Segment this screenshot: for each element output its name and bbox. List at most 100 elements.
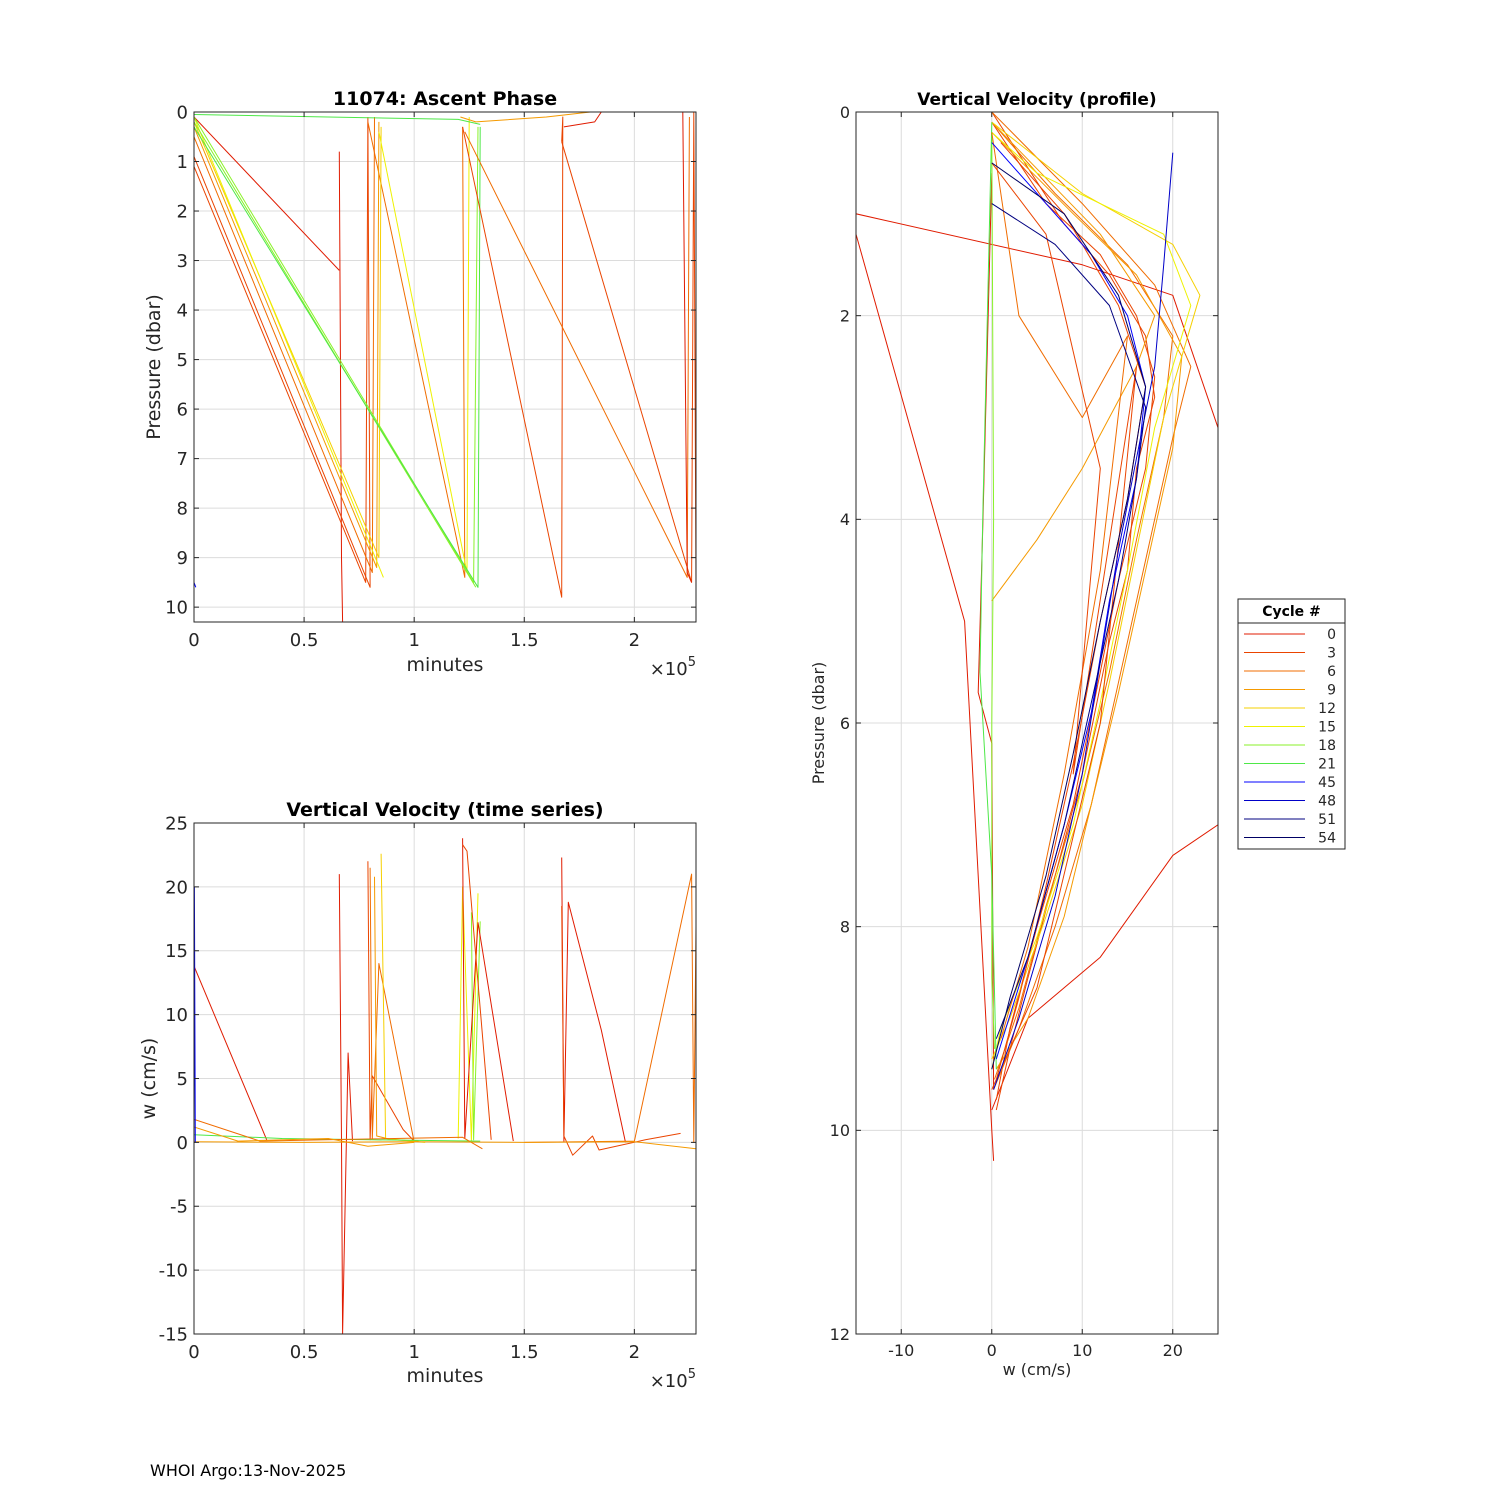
chart-title: Vertical Velocity (time series) (286, 799, 603, 821)
x-tick-label: 10 (1072, 1341, 1092, 1360)
series-line-18 (470, 912, 481, 1141)
legend-label-54: 54 (1318, 831, 1336, 847)
velocity-profile-axes: -10 0 10 20 0 2 4 6 8 10 12 Vertical Velocity (prof… (809, 90, 1219, 1379)
legend-label-6: 6 (1327, 664, 1336, 680)
y-tick-label: 4 (840, 510, 850, 529)
x-axis-label: minutes (407, 654, 484, 676)
y-tick-label: 15 (165, 941, 188, 962)
series-line-6b (367, 121, 466, 578)
series-line-54 (991, 162, 1147, 1070)
y-tick-label: -5 (170, 1197, 188, 1218)
y-tick-label: 7 (177, 449, 188, 470)
y-tick-label: 10 (830, 1121, 850, 1140)
series-line-9 (991, 132, 1183, 1070)
cycle-legend: Cycle # 0 3 6 9 12 15 18 21 45 48 51 54 (1237, 598, 1346, 850)
y-axis-label: Pressure (dbar) (143, 294, 165, 440)
series-line-0b (338, 874, 353, 1334)
series-line-15 (457, 886, 479, 1142)
series-line-3d (561, 112, 696, 588)
series-line-9 (194, 121, 380, 568)
y-tick-label: 1 (177, 152, 188, 173)
series-line-0c (977, 173, 995, 1090)
x-multiplier-text: ×10 (650, 659, 688, 680)
x-tick-label: 1 (408, 1342, 419, 1363)
series-line-0 (194, 965, 268, 1140)
series-line-6c (991, 132, 1128, 1039)
series-line-18 (991, 132, 995, 1049)
series-group (194, 112, 696, 622)
y-tick-label: 8 (177, 499, 188, 520)
footer-text: WHOI Argo:13-Nov-2025 (150, 1461, 347, 1480)
x-tick-label: -10 (888, 1341, 914, 1360)
x-exponent-label: ×105 (650, 655, 696, 680)
y-tick-label: 8 (840, 917, 850, 936)
series-line-0b (856, 213, 1218, 428)
series-line-0 (856, 234, 995, 1161)
series-line-0c (462, 838, 514, 1142)
y-tick-label: 0 (840, 103, 850, 122)
legend-label-15: 15 (1318, 720, 1336, 736)
series-line-6c (194, 1118, 483, 1150)
series-line-6 (991, 121, 1174, 1080)
y-tick-label: 3 (177, 251, 188, 272)
y-axis-label: Pressure (dbar) (809, 662, 828, 785)
series-line-3c (462, 116, 564, 598)
axes-box (193, 111, 697, 623)
legend-label-0: 0 (1327, 627, 1336, 643)
series-group (194, 838, 696, 1334)
series-line-18 (194, 116, 479, 583)
series-line-3 (194, 121, 371, 588)
y-tick-label: 0 (177, 1133, 188, 1154)
y-tick-label: -15 (159, 1324, 188, 1345)
series-line-3d (991, 162, 1137, 1090)
legend-label-48: 48 (1318, 794, 1336, 810)
y-tick-label: 12 (830, 1325, 850, 1344)
y-tick-label: 10 (165, 1005, 188, 1026)
x-tick-label: 0 (188, 1342, 199, 1363)
x-tick-label: 20 (1163, 1341, 1183, 1360)
plot-area (194, 112, 696, 622)
series-line-0 (194, 116, 340, 271)
velocity-timeseries-axes: 0 0.5 1 1.5 2 -15 -10 -5 0 5 10 15 20 25 Vertical Velo… (138, 799, 697, 1392)
legend-label-9: 9 (1327, 683, 1336, 699)
x-tick-label: 0.5 (290, 1342, 319, 1363)
series-line-21 (194, 1134, 481, 1142)
series-line-3c (462, 844, 492, 1140)
legend-label-18: 18 (1318, 738, 1336, 754)
series-line-3b (194, 116, 369, 583)
series-line-21b (194, 126, 481, 588)
series-line-0b (338, 151, 344, 622)
legend-label-3: 3 (1327, 646, 1336, 662)
y-tick-label: 9 (177, 548, 188, 569)
x-tick-label: 0 (188, 630, 199, 651)
series-line-0d (991, 824, 1218, 1111)
series-line-21 (979, 122, 997, 1070)
legend-box (1237, 598, 1346, 850)
chart-title: Vertical Velocity (profile) (917, 90, 1156, 110)
y-tick-label: 25 (165, 813, 188, 834)
y-tick-label: 5 (177, 1069, 188, 1090)
y-tick-label: 6 (177, 400, 188, 421)
y-axis-label: w (cm/s) (138, 1038, 160, 1120)
ascent-phase-axes: 0 0.5 1 1.5 2 0 1 2 3 4 5 6 7 8 9 10 11074: Ascent Phase… (143, 88, 697, 680)
y-tick-label: 6 (840, 714, 850, 733)
series-line-3d (561, 905, 681, 1156)
x-exponent-text: 5 (688, 655, 696, 670)
x-exponent-label: ×105 (650, 1367, 696, 1392)
series-line-48 (993, 152, 1174, 1090)
series-line-21 (194, 114, 481, 125)
y-tick-label: 20 (165, 877, 188, 898)
x-tick-label: 1 (408, 630, 419, 651)
x-tick-label: 2 (629, 630, 640, 651)
x-tick-label: 1.5 (510, 630, 539, 651)
y-tick-label: -10 (159, 1261, 188, 1282)
legend-label-51: 51 (1318, 812, 1336, 828)
x-tick-label: 1.5 (510, 1342, 539, 1363)
series-line-6 (194, 116, 375, 573)
y-tick-label: 0 (177, 102, 188, 123)
legend-label-12: 12 (1318, 701, 1336, 717)
x-tick-label: 2 (629, 1342, 640, 1363)
x-tick-label: 0 (987, 1341, 997, 1360)
x-axis-label: w (cm/s) (1003, 1360, 1072, 1379)
